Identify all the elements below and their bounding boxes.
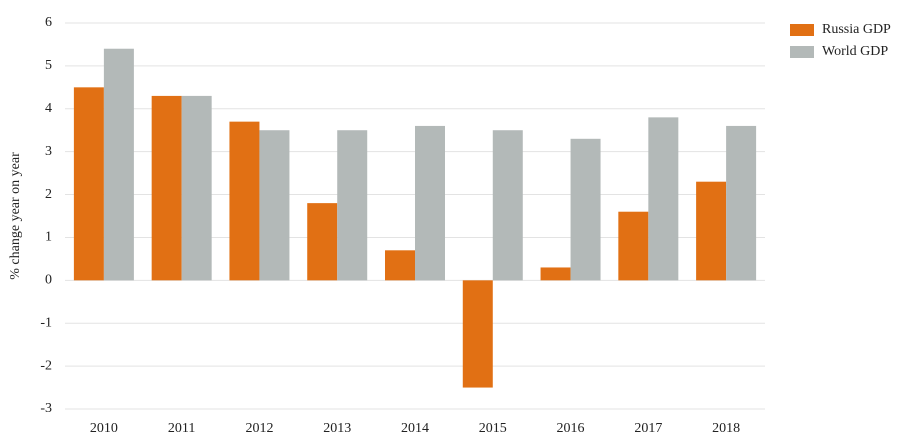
bar bbox=[696, 181, 727, 281]
bar bbox=[570, 138, 601, 281]
bar bbox=[103, 48, 134, 281]
bar bbox=[540, 267, 571, 281]
bar bbox=[229, 121, 260, 281]
bar bbox=[726, 125, 757, 281]
bar bbox=[462, 280, 493, 388]
x-tick-label: 2012 bbox=[245, 421, 273, 436]
y-tick-label: 0 bbox=[45, 273, 52, 288]
y-tick-label: 2 bbox=[45, 187, 52, 202]
bar bbox=[73, 87, 104, 281]
bar bbox=[337, 130, 368, 281]
x-tick-label: 2011 bbox=[168, 421, 195, 436]
bar bbox=[492, 130, 523, 281]
x-tick-label: 2013 bbox=[323, 421, 351, 436]
legend-label: Russia GDP bbox=[822, 22, 891, 37]
y-tick-label: 1 bbox=[45, 230, 52, 245]
bar bbox=[648, 117, 679, 281]
legend-label: World GDP bbox=[822, 44, 888, 59]
bar bbox=[618, 211, 649, 281]
x-tick-label: 2015 bbox=[479, 421, 507, 436]
bar bbox=[415, 125, 445, 281]
y-tick-label: -3 bbox=[40, 401, 52, 416]
x-tick-label: 2010 bbox=[90, 421, 118, 436]
y-tick-label: -2 bbox=[40, 358, 52, 373]
y-tick-label: 5 bbox=[45, 58, 52, 73]
bar bbox=[307, 203, 338, 281]
y-axis-label: % change year on year bbox=[8, 152, 23, 280]
bar bbox=[151, 95, 182, 281]
legend-swatch bbox=[790, 46, 814, 58]
x-tick-label: 2014 bbox=[401, 421, 429, 436]
y-tick-label: 3 bbox=[45, 144, 52, 159]
y-tick-label: 4 bbox=[45, 101, 52, 116]
legend-swatch bbox=[790, 24, 814, 36]
bar bbox=[259, 130, 290, 281]
x-tick-label: 2016 bbox=[557, 421, 585, 436]
bar bbox=[385, 250, 415, 281]
y-tick-label: 6 bbox=[45, 15, 52, 30]
bar bbox=[181, 95, 212, 281]
x-tick-label: 2017 bbox=[634, 421, 662, 436]
y-tick-label: -1 bbox=[40, 315, 52, 330]
x-tick-label: 2018 bbox=[712, 421, 740, 436]
